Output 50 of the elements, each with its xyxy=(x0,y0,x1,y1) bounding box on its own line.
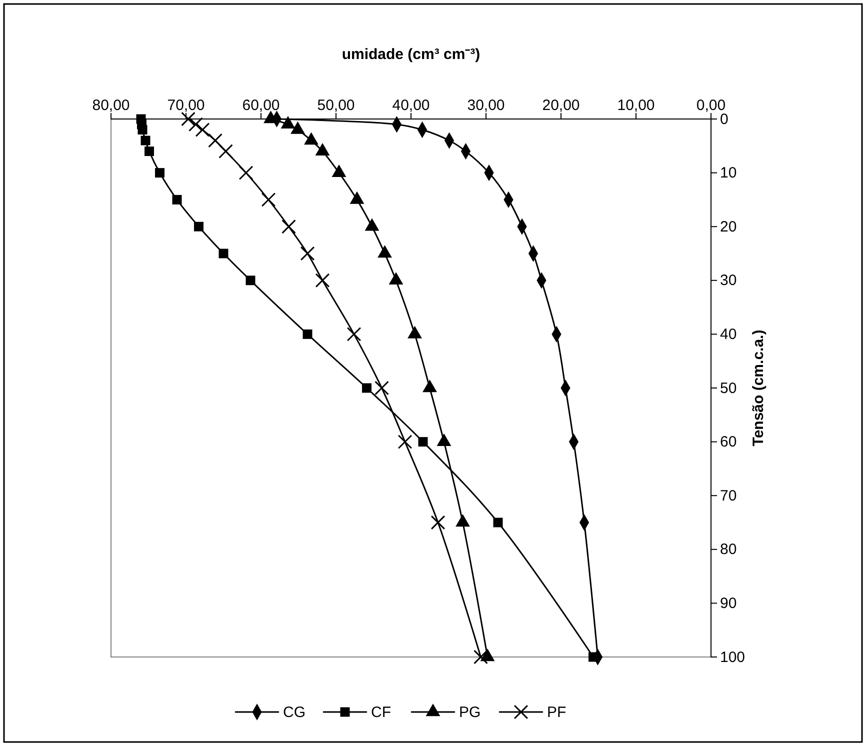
point xyxy=(218,248,228,258)
point xyxy=(300,246,315,261)
point xyxy=(194,222,204,232)
point xyxy=(374,380,389,396)
x-tick-label: 40,00 xyxy=(392,97,430,114)
point xyxy=(302,329,312,339)
y-tick-label: 50 xyxy=(720,380,737,397)
point xyxy=(261,192,276,207)
point xyxy=(493,518,503,528)
y-tick-label: 100 xyxy=(720,648,746,666)
point xyxy=(181,112,196,126)
point xyxy=(208,133,222,148)
y-axis-title: Tensão (cm.c.a.) xyxy=(750,330,767,446)
x-axis-title: umidade (cm³ cm⁻³) xyxy=(342,46,480,63)
x-tick-label: 80,00 xyxy=(92,97,130,114)
x-tick-label: 70,00 xyxy=(167,97,205,114)
y-tick-label: 30 xyxy=(720,272,737,290)
point xyxy=(362,383,372,393)
point xyxy=(195,122,210,137)
x-tick-label: 30,00 xyxy=(467,97,505,114)
point xyxy=(155,168,164,178)
point xyxy=(315,273,330,288)
y-tick-label: 60 xyxy=(720,434,737,451)
point xyxy=(282,219,296,234)
point xyxy=(418,437,428,447)
point xyxy=(172,194,182,204)
legend-label: PG xyxy=(459,704,481,721)
y-tick-label: 40 xyxy=(720,326,737,343)
y-tick-label: 10 xyxy=(720,164,737,182)
legend-label: PF xyxy=(547,704,566,721)
point xyxy=(430,515,446,530)
point xyxy=(246,276,256,286)
y-tick-label: 90 xyxy=(720,595,737,612)
point xyxy=(218,144,233,158)
x-tick-label: 20,00 xyxy=(542,97,580,114)
legend-label: CF xyxy=(371,704,391,721)
point xyxy=(474,650,488,664)
legend-label: CG xyxy=(283,704,306,721)
point xyxy=(346,327,362,342)
x-tick-label: 50,00 xyxy=(317,97,355,114)
y-tick-label: 70 xyxy=(720,487,737,504)
point xyxy=(398,434,412,449)
y-tick-label: 80 xyxy=(720,541,737,558)
point xyxy=(138,125,148,135)
y-tick-label: 20 xyxy=(720,218,737,236)
point xyxy=(140,136,150,146)
x-tick-label: 10,00 xyxy=(617,97,655,114)
point xyxy=(238,166,254,180)
point xyxy=(144,146,154,156)
x-tick-label: 60,00 xyxy=(242,97,280,114)
